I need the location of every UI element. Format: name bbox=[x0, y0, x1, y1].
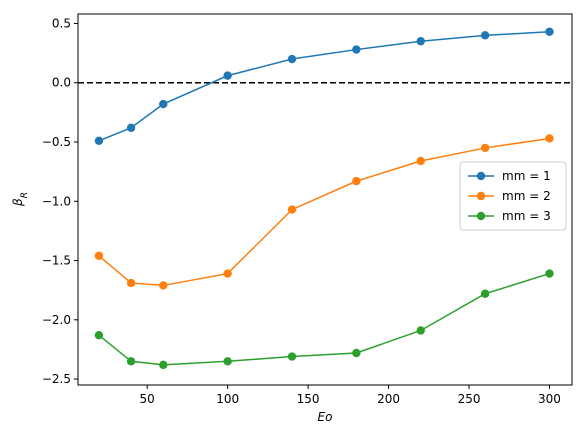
data-point bbox=[545, 269, 554, 278]
data-point bbox=[352, 176, 361, 186]
data-point bbox=[287, 352, 297, 361]
data-point bbox=[126, 123, 136, 132]
legend-marker bbox=[476, 171, 486, 181]
x-tick-label: 100 bbox=[216, 392, 239, 406]
legend-box bbox=[459, 161, 567, 231]
data-point bbox=[159, 99, 168, 109]
x-axis-label: Eo bbox=[318, 410, 333, 424]
data-point bbox=[223, 357, 232, 366]
legend-item-3: mm = 3 bbox=[468, 209, 551, 223]
x-tick-label: 50 bbox=[140, 392, 155, 406]
data-point bbox=[223, 269, 232, 278]
data-point bbox=[126, 357, 136, 366]
y-tick-label: −1.5 bbox=[42, 254, 71, 268]
y-tick-label: −2.5 bbox=[42, 372, 71, 386]
y-axis-label: βR bbox=[11, 192, 30, 207]
data-point bbox=[545, 27, 554, 36]
y-tick-label: −0.5 bbox=[42, 135, 71, 149]
data-point bbox=[223, 71, 232, 80]
legend-label: mm = 3 bbox=[502, 209, 551, 223]
data-point bbox=[287, 54, 297, 64]
legend-item-1: mm = 1 bbox=[468, 169, 551, 183]
x-tick-label: 250 bbox=[458, 392, 481, 406]
data-point bbox=[545, 134, 554, 143]
data-point bbox=[94, 331, 104, 340]
data-point bbox=[94, 136, 104, 146]
data-point bbox=[416, 37, 425, 46]
y-tick-label: 0.0 bbox=[52, 76, 71, 90]
data-point bbox=[159, 360, 168, 370]
series-2 bbox=[94, 134, 554, 290]
data-point bbox=[416, 156, 425, 166]
legend: mm = 1 mm = 2 mm = 3 bbox=[459, 161, 567, 231]
legend-item-2: mm = 2 bbox=[468, 189, 551, 203]
series-3 bbox=[94, 269, 554, 370]
plot-frame bbox=[77, 13, 573, 386]
legend-label: mm = 2 bbox=[502, 189, 551, 203]
y-tick-label: −1.0 bbox=[42, 194, 71, 208]
data-point bbox=[94, 251, 104, 261]
x-tick-label: 300 bbox=[538, 392, 561, 406]
x-tick-label: 150 bbox=[297, 392, 320, 406]
data-point bbox=[159, 281, 168, 290]
series-1 bbox=[94, 27, 554, 146]
data-point bbox=[352, 348, 361, 358]
data-point bbox=[126, 278, 136, 288]
legend-marker bbox=[476, 211, 486, 221]
data-point bbox=[480, 31, 490, 40]
data-point bbox=[480, 143, 490, 153]
y-tick-label: −2.0 bbox=[42, 313, 71, 327]
y-tick-label: 0.5 bbox=[52, 16, 71, 30]
data-point bbox=[480, 289, 490, 298]
x-tick-label: 200 bbox=[377, 392, 400, 406]
legend-marker bbox=[476, 191, 486, 201]
data-point bbox=[352, 45, 361, 54]
legend-label: mm = 1 bbox=[502, 169, 551, 183]
data-point bbox=[287, 205, 297, 214]
data-point bbox=[416, 326, 425, 335]
